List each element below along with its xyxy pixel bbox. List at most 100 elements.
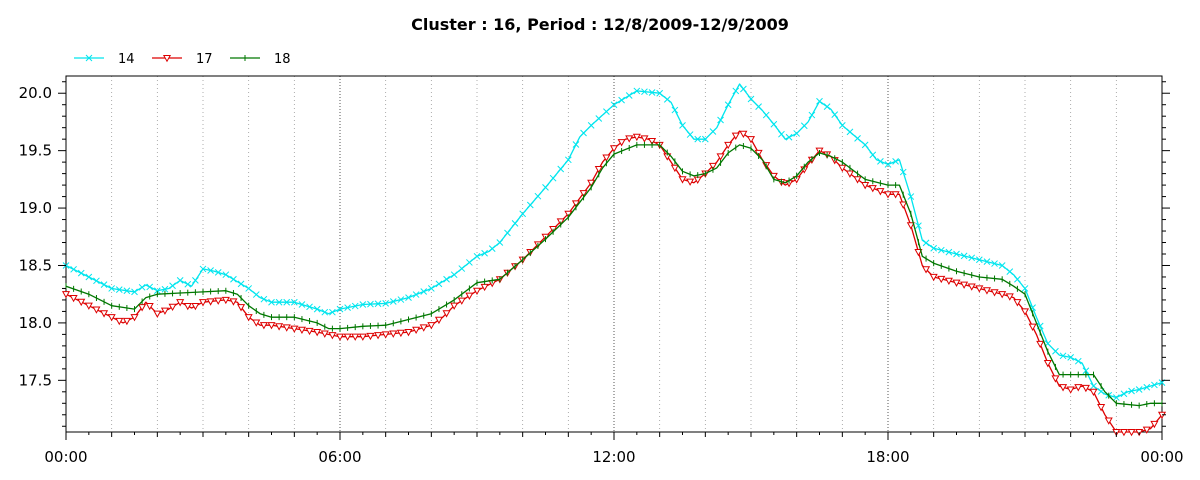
data-point bbox=[329, 308, 336, 316]
data-point bbox=[823, 103, 831, 110]
data-point bbox=[192, 277, 199, 284]
data-point bbox=[1142, 426, 1151, 434]
data-point bbox=[899, 168, 907, 176]
data-point bbox=[443, 275, 450, 283]
y-tick-label: 18.0 bbox=[19, 314, 52, 332]
data-point bbox=[678, 176, 687, 184]
data-point bbox=[176, 277, 184, 284]
series-group bbox=[61, 83, 1167, 437]
data-point bbox=[937, 246, 945, 254]
data-point bbox=[115, 286, 123, 293]
data-point bbox=[283, 298, 291, 306]
data-point bbox=[876, 188, 885, 196]
data-point bbox=[191, 303, 200, 311]
data-point bbox=[1112, 394, 1120, 401]
data-point bbox=[625, 92, 633, 99]
data-point bbox=[1089, 388, 1098, 397]
data-point bbox=[716, 153, 725, 161]
data-point bbox=[869, 151, 877, 159]
data-point bbox=[1082, 367, 1090, 375]
data-point bbox=[922, 239, 930, 247]
data-point bbox=[305, 327, 314, 336]
data-point bbox=[1097, 404, 1106, 412]
data-point bbox=[1104, 417, 1113, 425]
data-point bbox=[504, 229, 511, 237]
data-point bbox=[1014, 275, 1021, 283]
data-point bbox=[306, 303, 313, 311]
data-point bbox=[207, 267, 214, 274]
data-point bbox=[519, 210, 527, 218]
y-tick-label: 19.5 bbox=[19, 142, 52, 160]
data-point bbox=[229, 298, 238, 306]
data-point bbox=[694, 135, 702, 143]
data-point bbox=[808, 111, 816, 119]
data-point bbox=[594, 165, 603, 174]
data-point bbox=[122, 317, 131, 326]
y-tick-label: 18.5 bbox=[19, 256, 52, 274]
data-point bbox=[785, 133, 793, 141]
legend-item-18: 18 bbox=[230, 52, 291, 67]
data-point bbox=[458, 265, 466, 272]
data-point bbox=[587, 122, 595, 129]
data-point bbox=[861, 141, 869, 149]
data-point bbox=[130, 314, 139, 322]
data-point bbox=[709, 128, 717, 135]
data-point bbox=[252, 319, 261, 327]
data-point bbox=[290, 325, 299, 333]
data-point bbox=[275, 323, 284, 331]
data-point bbox=[1127, 428, 1136, 437]
data-point bbox=[160, 307, 169, 315]
data-point bbox=[138, 304, 147, 312]
data-point bbox=[85, 273, 93, 281]
data-point bbox=[944, 277, 953, 286]
data-point bbox=[580, 129, 587, 137]
data-point bbox=[131, 288, 138, 296]
data-point bbox=[952, 279, 961, 287]
data-point bbox=[625, 135, 634, 143]
data-point bbox=[107, 314, 116, 322]
data-point bbox=[656, 89, 664, 97]
data-point bbox=[1051, 375, 1060, 383]
data-point bbox=[359, 301, 367, 308]
data-point bbox=[557, 165, 565, 173]
data-point bbox=[915, 222, 922, 230]
series-line bbox=[65, 83, 1163, 399]
data-point bbox=[564, 156, 572, 164]
data-point bbox=[206, 298, 215, 306]
grid-lines bbox=[111, 76, 1117, 432]
data-point bbox=[397, 296, 405, 303]
data-point bbox=[268, 298, 275, 306]
data-point bbox=[222, 271, 230, 279]
data-point bbox=[800, 122, 808, 130]
data-point bbox=[1059, 352, 1067, 360]
data-point bbox=[412, 326, 421, 335]
data-point bbox=[396, 329, 405, 338]
data-point bbox=[480, 283, 489, 292]
data-point bbox=[724, 101, 732, 109]
legend-label: 18 bbox=[274, 52, 291, 67]
data-point bbox=[473, 252, 481, 260]
data-point bbox=[739, 130, 748, 139]
data-point bbox=[975, 285, 984, 293]
data-point bbox=[100, 310, 109, 318]
data-point bbox=[891, 191, 900, 199]
data-point bbox=[511, 220, 519, 227]
data-point bbox=[846, 128, 854, 136]
legend-label: 14 bbox=[118, 52, 135, 67]
data-point bbox=[93, 277, 100, 285]
data-point bbox=[1020, 308, 1030, 316]
data-point bbox=[244, 314, 253, 322]
data-point bbox=[762, 111, 770, 119]
data-point bbox=[701, 135, 709, 143]
data-point bbox=[1120, 390, 1128, 398]
data-point bbox=[1143, 383, 1151, 391]
data-point bbox=[1066, 386, 1075, 394]
data-point bbox=[534, 192, 542, 200]
data-point bbox=[1150, 420, 1159, 429]
data-point bbox=[1036, 340, 1045, 349]
data-point bbox=[640, 135, 649, 143]
data-point bbox=[816, 97, 823, 105]
data-point bbox=[115, 317, 124, 326]
data-point bbox=[1074, 357, 1082, 365]
data-point bbox=[321, 308, 329, 316]
